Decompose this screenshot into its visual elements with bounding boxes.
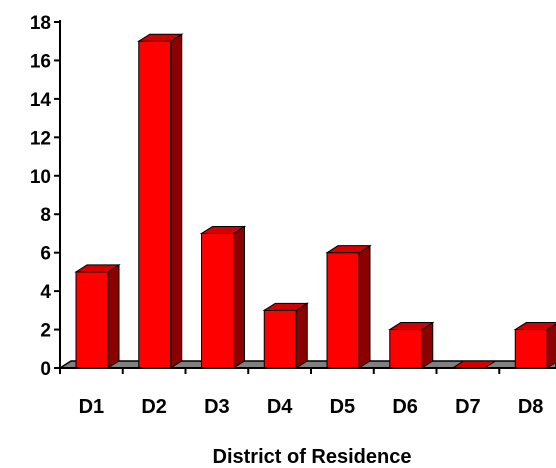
y-tick-label: 6 (40, 244, 51, 265)
x-tick-label: D5 (330, 396, 356, 418)
x-tick-label: D3 (204, 396, 230, 418)
bars (74, 33, 556, 369)
bar (74, 263, 121, 369)
bar (137, 33, 184, 369)
x-tick-label: D6 (392, 396, 418, 418)
y-tick-label: 18 (30, 13, 51, 34)
bar (262, 302, 309, 369)
y-tick-label: 0 (40, 359, 51, 380)
bar-top (262, 302, 309, 311)
bar-side (295, 302, 308, 369)
bar-front (263, 309, 297, 369)
y-tick-label: 10 (30, 167, 51, 188)
bar-front (389, 329, 423, 369)
x-axis: D1 D2 D3 D4 D5 D6 D7 D8 (59, 367, 556, 418)
bar-side (107, 263, 120, 369)
bar-side (546, 323, 556, 369)
bar (325, 244, 372, 369)
y-tick-label: 14 (30, 90, 52, 111)
x-tick-label: D8 (518, 396, 544, 418)
x-tick-label: D2 (141, 396, 167, 418)
x-tick-label: D4 (267, 396, 293, 418)
bar-top (513, 322, 556, 331)
y-axis: 0 2 4 6 8 10 12 14 16 18 (30, 13, 61, 380)
bar-front (138, 40, 172, 369)
bar (513, 322, 556, 369)
bar-top (325, 245, 372, 254)
x-axis-title: District of Residence (213, 446, 412, 468)
bar (388, 321, 435, 369)
bar (199, 225, 247, 369)
bar-front (201, 232, 234, 369)
x-tick-label: D7 (455, 396, 481, 418)
y-tick-label: 8 (40, 205, 51, 226)
bar-top (74, 264, 121, 273)
bar-side (358, 244, 371, 369)
bar-side (170, 33, 183, 369)
bar-front (326, 252, 360, 369)
bar-top (388, 322, 435, 331)
y-tick-label: 12 (30, 128, 51, 149)
bar-top (199, 225, 247, 234)
bar-front (514, 329, 548, 369)
bar-top (137, 33, 184, 42)
bar-side (421, 321, 434, 369)
y-tick-label: 16 (30, 51, 51, 72)
bar-front (75, 271, 109, 369)
y-tick-label: 4 (40, 282, 51, 303)
x-tick-label: D1 (79, 396, 105, 418)
bar-side (233, 225, 245, 369)
y-tick-label: 2 (40, 321, 51, 342)
